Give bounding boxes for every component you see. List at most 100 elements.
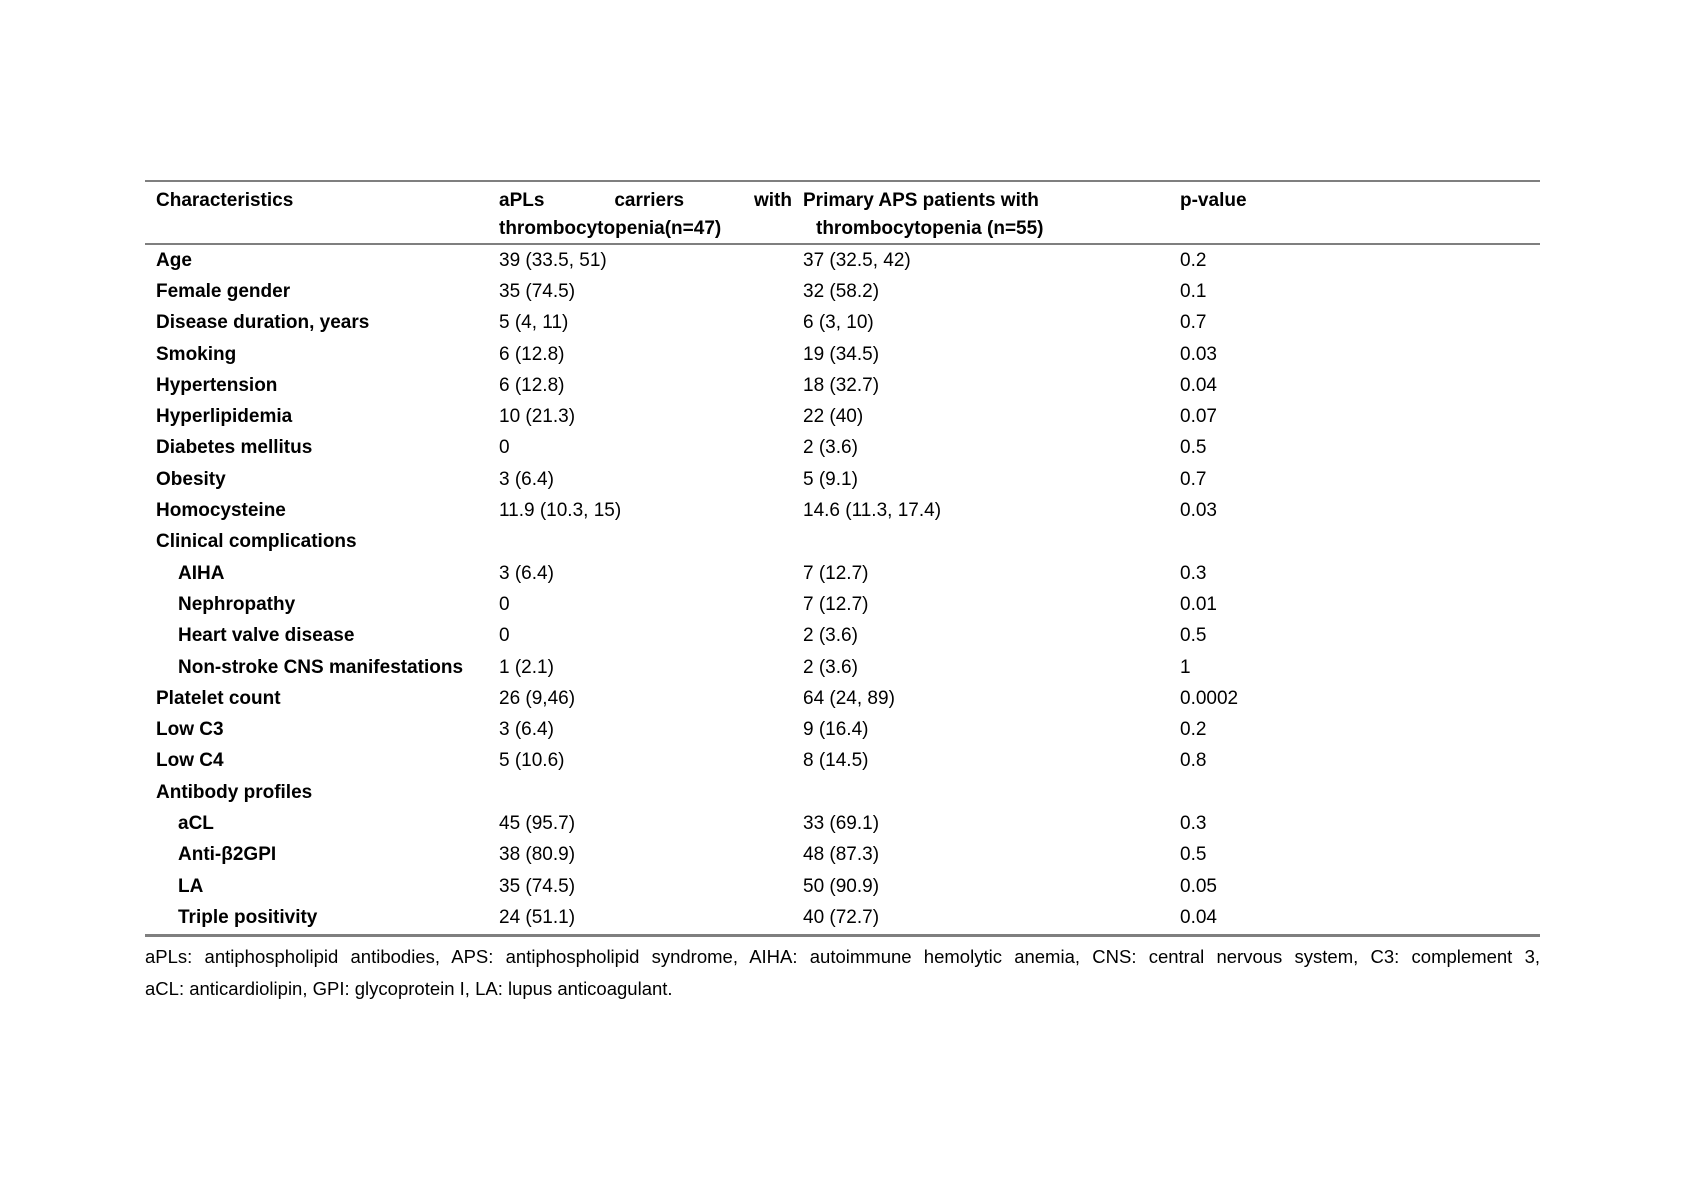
table-header-row: Characteristics aPLs carriers with throm… <box>145 182 1540 243</box>
table-header-rule <box>145 243 1540 245</box>
row-value-apls: 3 (6.4) <box>499 719 554 741</box>
row-value-apls: 26 (9,46) <box>499 687 576 709</box>
row-label: Diabetes mellitus <box>156 437 313 459</box>
header-characteristics: Characteristics <box>156 190 294 211</box>
row-value-paps: 64 (24, 89) <box>803 687 895 709</box>
row-p-value: 0.5 <box>1180 625 1207 647</box>
header-paps-line2: thrombocytopenia (n=55) <box>816 218 1044 239</box>
row-p-value: 0.03 <box>1180 500 1217 522</box>
row-value-apls: 38 (80.9) <box>499 844 576 866</box>
row-value-apls: 35 (74.5) <box>499 875 576 897</box>
table-row: Anti-β2GPI 38 (80.9) 48 (87.3) 0.5 <box>145 840 1540 871</box>
row-value-paps: 2 (3.6) <box>803 656 858 678</box>
table-row: Age 39 (33.5, 51) 37 (32.5, 42) 0.2 <box>145 245 1540 276</box>
table-row: Diabetes mellitus 0 2 (3.6) 0.5 <box>145 433 1540 464</box>
row-label: Low C3 <box>156 719 224 741</box>
table-row: Hypertension 6 (12.8) 18 (32.7) 0.04 <box>145 370 1540 401</box>
footnote-line2: aCL: anticardiolipin, GPI: glycoprotein … <box>145 978 673 999</box>
table-row: Heart valve disease 0 2 (3.6) 0.5 <box>145 621 1540 652</box>
table-row: Non-stroke CNS manifestations 1 (2.1) 2 … <box>145 652 1540 683</box>
table-row: Triple positivity 24 (51.1) 40 (72.7) 0.… <box>145 902 1540 933</box>
row-value-paps: 50 (90.9) <box>803 875 880 897</box>
footnote-line1: aPLs: antiphospholipid antibodies, APS: … <box>145 946 1540 967</box>
row-value-paps: 7 (12.7) <box>803 562 869 584</box>
row-p-value: 0.2 <box>1180 719 1207 741</box>
row-value-paps: 37 (32.5, 42) <box>803 249 911 271</box>
row-value-paps: 8 (14.5) <box>803 750 869 772</box>
row-p-value: 0.04 <box>1180 374 1217 396</box>
section-label: Antibody profiles <box>156 781 313 803</box>
table-row: AIHA 3 (6.4) 7 (12.7) 0.3 <box>145 558 1540 589</box>
row-p-value: 1 <box>1180 656 1191 678</box>
row-value-apls: 24 (51.1) <box>499 906 576 928</box>
header-word-with: with <box>754 190 792 211</box>
row-label: Hypertension <box>156 374 278 396</box>
row-value-paps: 9 (16.4) <box>803 719 869 741</box>
row-label: Non-stroke CNS manifestations <box>178 656 464 678</box>
table-row: Hyperlipidemia 10 (21.3) 22 (40) 0.07 <box>145 401 1540 432</box>
table-bottom-rule <box>145 933 1540 937</box>
row-p-value: 0.05 <box>1180 875 1217 897</box>
row-value-apls: 6 (12.8) <box>499 374 565 396</box>
row-label: Smoking <box>156 343 237 365</box>
row-value-apls: 35 (74.5) <box>499 280 576 302</box>
table-row: Homocysteine 11.9 (10.3, 15) 14.6 (11.3,… <box>145 495 1540 526</box>
table-row: aCL 45 (95.7) 33 (69.1) 0.3 <box>145 808 1540 839</box>
row-label: LA <box>178 875 204 897</box>
table-row: Female gender 35 (74.5) 32 (58.2) 0.1 <box>145 276 1540 307</box>
row-value-apls: 45 (95.7) <box>499 812 576 834</box>
row-value-apls: 6 (12.8) <box>499 343 565 365</box>
header-primary-aps: Primary APS patients with thrombocytopen… <box>803 187 1180 243</box>
row-label: Age <box>156 249 192 271</box>
row-p-value: 0.1 <box>1180 280 1207 302</box>
row-value-paps: 5 (9.1) <box>803 468 858 490</box>
table-row: Platelet count 26 (9,46) 64 (24, 89) 0.0… <box>145 683 1540 714</box>
table-row: Low C4 5 (10.6) 8 (14.5) 0.8 <box>145 746 1540 777</box>
row-value-paps: 2 (3.6) <box>803 437 858 459</box>
row-label: Heart valve disease <box>178 625 355 647</box>
row-value-apls: 10 (21.3) <box>499 406 576 428</box>
row-value-paps: 40 (72.7) <box>803 906 880 928</box>
row-value-paps: 6 (3, 10) <box>803 312 874 334</box>
table-body: Age 39 (33.5, 51) 37 (32.5, 42) 0.2 Fema… <box>145 245 1540 934</box>
row-label: Female gender <box>156 280 291 302</box>
row-label: Disease duration, years <box>156 312 370 334</box>
table-row: Smoking 6 (12.8) 19 (34.5) 0.03 <box>145 339 1540 370</box>
row-label: Low C4 <box>156 750 224 772</box>
row-p-value: 0.7 <box>1180 468 1207 490</box>
row-value-paps: 48 (87.3) <box>803 844 880 866</box>
header-apls-line2: thrombocytopenia(n=47) <box>499 218 722 239</box>
row-p-value: 0.8 <box>1180 750 1207 772</box>
row-label: Hyperlipidemia <box>156 406 293 428</box>
row-value-apls: 0 <box>499 625 510 647</box>
row-label: Triple positivity <box>178 906 318 928</box>
row-value-paps: 33 (69.1) <box>803 812 880 834</box>
row-label: Homocysteine <box>156 500 286 522</box>
row-value-apls: 3 (6.4) <box>499 468 554 490</box>
row-p-value: 0.04 <box>1180 906 1217 928</box>
row-value-paps: 18 (32.7) <box>803 374 880 396</box>
table-row: LA 35 (74.5) 50 (90.9) 0.05 <box>145 871 1540 902</box>
row-value-paps: 19 (34.5) <box>803 343 880 365</box>
row-label: aCL <box>178 812 214 834</box>
header-p-value: p-value <box>1180 190 1247 211</box>
header-apls-carriers: aPLs carriers with thrombocytopenia(n=47… <box>499 187 803 243</box>
row-p-value: 0.5 <box>1180 844 1207 866</box>
table-row: Low C3 3 (6.4) 9 (16.4) 0.2 <box>145 714 1540 745</box>
row-value-paps: 32 (58.2) <box>803 280 880 302</box>
header-paps-line1: Primary APS patients with <box>803 190 1039 211</box>
row-p-value: 0.07 <box>1180 406 1217 428</box>
row-value-paps: 2 (3.6) <box>803 625 858 647</box>
row-value-apls: 5 (10.6) <box>499 750 565 772</box>
row-value-paps: 22 (40) <box>803 406 864 428</box>
row-p-value: 0.0002 <box>1180 687 1239 709</box>
row-value-apls: 1 (2.1) <box>499 656 554 678</box>
header-word-apls: aPLs <box>499 190 545 211</box>
row-label: Anti-β2GPI <box>178 844 277 866</box>
header-apls-line1: aPLs carriers with <box>499 187 792 215</box>
table-top-rule <box>145 180 1540 182</box>
row-p-value: 0.5 <box>1180 437 1207 459</box>
table-row: Obesity 3 (6.4) 5 (9.1) 0.7 <box>145 464 1540 495</box>
row-p-value: 0.3 <box>1180 562 1207 584</box>
